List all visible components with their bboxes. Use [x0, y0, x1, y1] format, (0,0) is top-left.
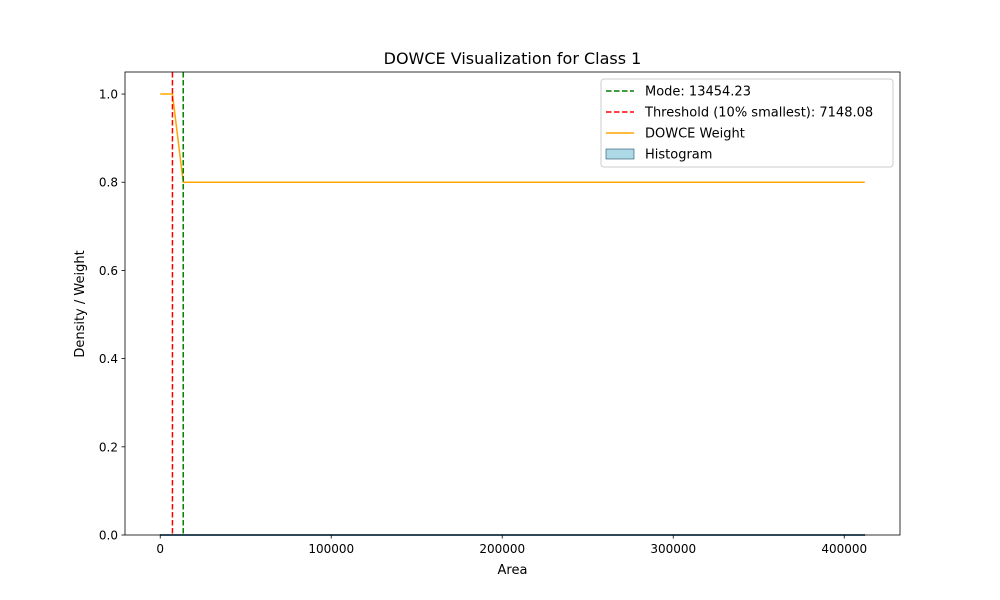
y-tick-label: 0.8: [99, 176, 118, 190]
legend-histogram-swatch: [605, 148, 635, 160]
x-tick-label: 100000: [308, 542, 354, 556]
dowce-weight-line: [160, 93, 865, 183]
y-tick-label: 0.6: [99, 264, 118, 278]
y-tick-label: 0.4: [99, 352, 118, 366]
y-tick-label: 1.0: [99, 88, 118, 102]
legend-label: DOWCE Weight: [645, 127, 745, 142]
legend-label: Threshold (10% smallest): 7148.08: [644, 106, 873, 121]
x-axis-label: Area: [498, 563, 528, 578]
y-tick-label: 0.0: [99, 529, 118, 543]
x-tick-label: 400000: [821, 542, 867, 556]
x-tick-label: 0: [156, 542, 164, 556]
chart-title: DOWCE Visualization for Class 1: [384, 49, 642, 68]
x-tick-label: 200000: [479, 542, 525, 556]
axes-frame: [124, 71, 901, 536]
axes: 0 100000 200000 300000 400000 0.0 0.2 0.4 0.6 0.8…: [99, 71, 901, 556]
x-tick-label: 300000: [650, 542, 696, 556]
legend: Mode: 13454.23 Threshold (10% smallest): …: [600, 78, 894, 168]
legend-label: Histogram: [645, 148, 712, 163]
legend-box: [600, 78, 894, 168]
y-tick-label: 0.2: [99, 440, 118, 454]
y-axis-label: Density / Weight: [73, 250, 88, 357]
legend-label: Mode: 13454.23: [645, 85, 751, 100]
